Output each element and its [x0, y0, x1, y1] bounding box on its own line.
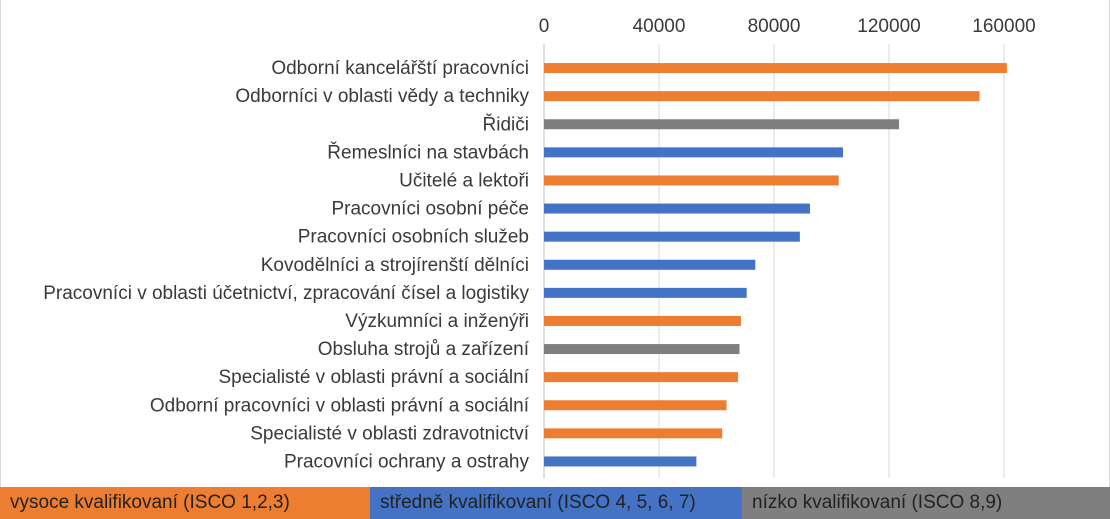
category-label: Řemeslníci na stavbách: [327, 141, 529, 163]
category-label: Pracovníci ochrany a ostrahy: [284, 451, 530, 472]
bar: [544, 259, 756, 270]
bar: [544, 315, 741, 326]
category-labels: Odborní kancelářští pracovníci Odborníci …: [43, 58, 529, 472]
category-label: Pracovníci osobní péče: [331, 199, 529, 220]
bar: [544, 456, 697, 467]
category-label: Odborní pracovníci v oblasti právní a so…: [150, 395, 530, 416]
category-label: Odborní kancelářští pracovníci: [271, 58, 529, 79]
category-label: Obsluha strojů a zařízení: [318, 339, 530, 360]
bar: [544, 175, 839, 186]
category-label: Kovodělníci a strojírenští dělníci: [261, 255, 529, 276]
legend-item-low: nízko kvalifikovaní (ISCO 8,9): [742, 487, 1110, 519]
bar: [544, 119, 900, 130]
bar: [544, 91, 980, 102]
x-tick-label: 160000: [972, 16, 1035, 37]
legend-label: nízko kvalifikovaní (ISCO 8,9): [752, 492, 1003, 513]
bar: [544, 231, 800, 242]
category-label: Pracovníci v oblasti účetnictví, zpracov…: [43, 283, 529, 304]
x-axis-ticks: 0 40000 80000 120000 160000: [539, 16, 1036, 37]
bar: [544, 147, 843, 158]
bars: [544, 63, 1007, 467]
bar: [544, 428, 723, 439]
bar: [544, 372, 739, 383]
bar: [544, 287, 747, 298]
x-tick-label: 0: [539, 16, 550, 37]
legend: vysoce kvalifikovaní (ISCO 1,2,3) středně…: [0, 487, 1110, 519]
legend-label: středně kvalifikovaní (ISCO 4, 5, 6, 7): [380, 492, 696, 513]
category-label: Odborníci v oblasti vědy a techniky: [235, 86, 529, 107]
bar: [544, 400, 727, 411]
x-tick-label: 80000: [748, 16, 801, 37]
category-label: Pracovníci osobních služeb: [298, 227, 529, 248]
legend-item-high: vysoce kvalifikovaní (ISCO 1,2,3): [0, 487, 370, 519]
category-label: Řidiči: [483, 113, 529, 135]
category-label: Výzkumníci a inženýři: [345, 311, 529, 332]
bar-chart: 0 40000 80000 120000 160000 Odborní kancelář…: [43, 16, 1036, 478]
bar: [544, 344, 740, 355]
category-label: Specialisté v oblasti zdravotnictví: [250, 423, 530, 444]
bar: [544, 63, 1007, 74]
legend-item-mid: středně kvalifikovaní (ISCO 4, 5, 6, 7): [370, 487, 742, 519]
x-tick-label: 120000: [857, 16, 920, 37]
x-tick-label: 40000: [633, 16, 686, 37]
category-label: Specialisté v oblasti právní a sociální: [219, 367, 530, 388]
bar: [544, 203, 810, 214]
legend-label: vysoce kvalifikovaní (ISCO 1,2,3): [10, 492, 290, 513]
category-label: Učitelé a lektoři: [399, 170, 529, 191]
